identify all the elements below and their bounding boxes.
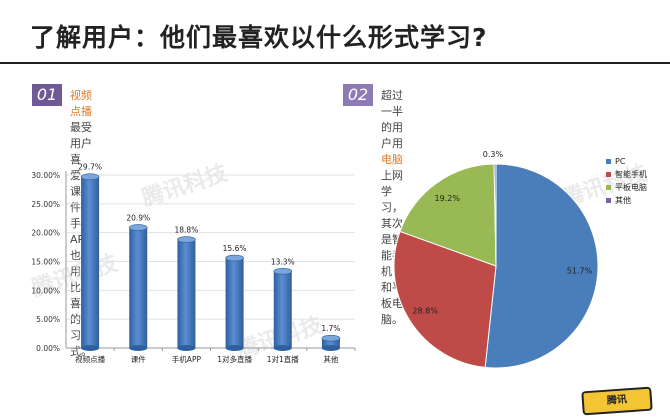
legend-swatch — [606, 172, 611, 177]
callout-2-line1-pre: 超过一半的用户用 — [381, 89, 403, 150]
callout-2-highlight: 电脑 — [381, 153, 403, 166]
y-tick-label: 15.00% — [31, 258, 60, 267]
title-divider — [0, 62, 670, 64]
y-tick-label: 0.00% — [36, 344, 60, 353]
pie-data-label: 0.3% — [483, 150, 504, 159]
x-tick-label: 1对多直播 — [217, 354, 252, 364]
legend-swatch — [606, 185, 611, 190]
y-tick-label: 5.00% — [36, 315, 60, 324]
legend-swatch — [606, 198, 611, 203]
y-tick-label: 30.00% — [31, 171, 60, 180]
bar — [225, 254, 244, 351]
bar-data-label: 29.7% — [78, 163, 102, 172]
page-title: 了解用户：他们最喜欢以什么形式学习? — [30, 23, 488, 52]
pie-data-label: 28.8% — [412, 306, 438, 315]
pie-data-label: 19.2% — [435, 194, 461, 203]
pie-slice — [399, 163, 497, 267]
bar — [273, 268, 293, 351]
bar-data-label: 1.7% — [321, 324, 340, 333]
bar-chart: 0.00% 5.00% 10.00% 15.00% 20.00% 25.00% 30.00%… — [31, 163, 356, 364]
brand-logo: 腾讯 — [581, 386, 653, 416]
legend-label: PC — [615, 157, 626, 166]
bar — [128, 224, 148, 351]
pie-slice — [393, 230, 497, 368]
x-tick-label: 手机APP — [172, 354, 202, 364]
bar — [177, 236, 196, 351]
x-tick-label: 课件 — [131, 354, 146, 364]
bar — [80, 173, 100, 351]
x-tick-label: 其他 — [323, 354, 338, 364]
callout-2-number: 02 — [343, 84, 373, 106]
pie-data-label: 51.7% — [567, 266, 593, 275]
x-tick-label: 1对1直播 — [267, 354, 300, 364]
y-tick-label: 10.00% — [31, 286, 60, 295]
legend-label: 平板电脑 — [615, 182, 647, 192]
callout-1-number: 01 — [32, 84, 62, 106]
x-tick-label: 视频点播 — [75, 354, 105, 364]
legend-swatch — [606, 159, 611, 164]
callout-1-highlight: 视频点播 — [70, 89, 92, 118]
bar — [321, 334, 341, 351]
bar-data-label: 15.6% — [223, 244, 247, 253]
bar-data-label: 20.9% — [126, 213, 150, 222]
pie-slice — [484, 163, 599, 369]
legend-label: 其他 — [615, 195, 631, 205]
y-tick-label: 25.00% — [31, 200, 60, 209]
bar-data-label: 13.3% — [271, 257, 295, 266]
pie-slice — [493, 163, 497, 267]
bar-data-label: 18.8% — [175, 226, 199, 235]
legend-label: 智能手机 — [615, 169, 647, 179]
y-tick-label: 20.00% — [31, 229, 60, 238]
